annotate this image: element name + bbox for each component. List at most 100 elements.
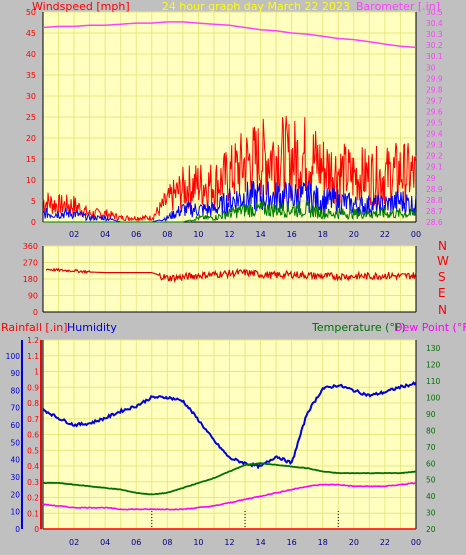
x-tick-label: 04 bbox=[100, 538, 110, 547]
x-tick-label: 20 bbox=[349, 230, 359, 239]
wind-y-tick-label: 10 bbox=[26, 176, 36, 185]
humidity-tick-label: 90 bbox=[10, 369, 20, 378]
temperature-series bbox=[42, 462, 417, 496]
barometer-tick-label: 29.2 bbox=[426, 152, 443, 161]
rain-tick-label: 0.3 bbox=[27, 478, 39, 487]
humidity-series bbox=[42, 380, 417, 470]
x-tick-label: 06 bbox=[131, 538, 141, 547]
wind-y-tick-label: 30 bbox=[26, 92, 36, 101]
x-tick-label: 12 bbox=[224, 538, 234, 547]
wind-low-series bbox=[43, 200, 417, 223]
temperature-tick-label: 110 bbox=[426, 377, 441, 386]
compass-n-bottom: N bbox=[438, 303, 447, 317]
humidity-label: Humidity bbox=[67, 321, 117, 334]
x-tick-label: 22 bbox=[380, 538, 390, 547]
x-tick-label: 08 bbox=[162, 538, 172, 547]
barometer-tick-label: 30 bbox=[426, 63, 436, 72]
temperature-tick-label: 20 bbox=[426, 525, 436, 534]
x-tick-label: 10 bbox=[193, 230, 203, 239]
direction-tick-label: 90 bbox=[28, 292, 38, 301]
temperature-tick-label: 130 bbox=[426, 344, 441, 353]
rain-tick-label: 0 bbox=[34, 525, 39, 534]
humidity-tick-label: 20 bbox=[10, 490, 20, 499]
dewpoint-label: Dew Point (°F) bbox=[394, 321, 466, 334]
humidity-tick-label: 60 bbox=[10, 421, 20, 430]
x-tick-label: 14 bbox=[255, 230, 265, 239]
direction-tick-label: 180 bbox=[23, 275, 38, 284]
humidity-tick-label: 70 bbox=[10, 404, 20, 413]
barometer-tick-label: 29.6 bbox=[426, 107, 443, 116]
x-tick-label: 20 bbox=[349, 538, 359, 547]
x-tick-label: 02 bbox=[69, 230, 79, 239]
compass-s: S bbox=[438, 270, 446, 284]
barometer-tick-label: 29 bbox=[426, 174, 436, 183]
temperature-tick-label: 120 bbox=[426, 361, 441, 370]
rainfall-label: Rainfall [.in] bbox=[1, 321, 68, 334]
barometer-tick-label: 28.9 bbox=[426, 185, 443, 194]
barometer-tick-label: 29.4 bbox=[426, 130, 443, 139]
temperature-tick-label: 70 bbox=[426, 443, 436, 452]
compass-w: W bbox=[437, 254, 449, 268]
humidity-tick-label: 10 bbox=[10, 508, 20, 517]
rain-tick-label: 0.8 bbox=[27, 399, 39, 408]
rain-tick-label: 0.2 bbox=[27, 494, 39, 503]
temperature-tick-label: 90 bbox=[426, 410, 436, 419]
barometer-tick-label: 28.8 bbox=[426, 196, 443, 205]
x-tick-label: 16 bbox=[287, 230, 297, 239]
rain-tick-label: 0.4 bbox=[27, 462, 39, 471]
rain-tick-label: 1.1 bbox=[27, 352, 39, 361]
x-tick-label: 00 bbox=[411, 230, 421, 239]
wind-y-tick-label: 25 bbox=[26, 113, 36, 122]
wind-y-tick-label: 0 bbox=[31, 218, 36, 227]
humidity-tick-label: 100 bbox=[6, 352, 21, 361]
x-tick-label: 12 bbox=[224, 230, 234, 239]
direction-tick-label: 360 bbox=[23, 242, 38, 251]
rain-tick-label: 0.5 bbox=[27, 446, 39, 455]
x-tick-label: 14 bbox=[255, 538, 265, 547]
rain-tick-label: 0.6 bbox=[27, 431, 39, 440]
rain-tick-label: 0.7 bbox=[27, 415, 39, 424]
x-tick-label: 02 bbox=[69, 538, 79, 547]
wind-y-tick-label: 35 bbox=[26, 71, 36, 80]
wind-y-tick-label: 5 bbox=[31, 197, 36, 206]
x-tick-label: 08 bbox=[162, 230, 172, 239]
wind-y-tick-label: 50 bbox=[26, 8, 36, 17]
humidity-tick-label: 50 bbox=[10, 438, 20, 447]
wind-y-tick-label: 20 bbox=[26, 134, 36, 143]
temperature-tick-label: 80 bbox=[426, 426, 436, 435]
barometer-tick-label: 29.1 bbox=[426, 163, 443, 172]
wind-y-tick-label: 45 bbox=[26, 29, 36, 38]
humidity-tick-label: 30 bbox=[10, 473, 20, 482]
barometer-tick-label: 29.9 bbox=[426, 74, 443, 83]
dew-point-series bbox=[42, 482, 417, 511]
barometer-tick-label: 30.4 bbox=[426, 19, 443, 28]
barometer-tick-label: 28.6 bbox=[426, 218, 443, 227]
rain-tick-label: 1.2 bbox=[27, 336, 39, 345]
barometer-tick-label: 29.3 bbox=[426, 141, 443, 150]
barometer-tick-label: 28.7 bbox=[426, 207, 443, 216]
humidity-tick-label: 0 bbox=[15, 525, 20, 534]
barometer-tick-label: 29.5 bbox=[426, 119, 443, 128]
temperature-tick-label: 40 bbox=[426, 492, 436, 501]
x-tick-label: 18 bbox=[318, 538, 328, 547]
rain-tick-label: 0.1 bbox=[27, 509, 39, 518]
temperature-tick-label: 30 bbox=[426, 509, 436, 518]
barometer-tick-label: 30.2 bbox=[426, 41, 443, 50]
wind-direction-series bbox=[45, 267, 417, 284]
temperature-tick-label: 100 bbox=[426, 394, 441, 403]
wind-y-tick-label: 40 bbox=[26, 50, 36, 59]
temperature-label: Temperature (°F) bbox=[311, 321, 406, 334]
rain-tick-label: 0.9 bbox=[27, 383, 39, 392]
x-tick-label: 18 bbox=[318, 230, 328, 239]
humidity-tick-label: 40 bbox=[10, 456, 20, 465]
rain-tick-label: 1 bbox=[34, 368, 39, 377]
x-tick-label: 16 bbox=[287, 538, 297, 547]
barometer-label: Barometer [.in] bbox=[356, 0, 440, 13]
compass-e: E bbox=[438, 286, 446, 300]
barometer-tick-label: 30.3 bbox=[426, 30, 443, 39]
graph-title: 24 hour graph day March 22 2023 bbox=[162, 0, 350, 13]
wind-y-tick-label: 15 bbox=[26, 155, 36, 164]
x-tick-label: 10 bbox=[193, 538, 203, 547]
x-tick-label: 06 bbox=[131, 230, 141, 239]
